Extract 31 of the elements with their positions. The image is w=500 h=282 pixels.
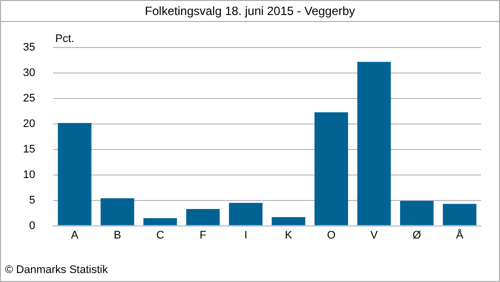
x-tick-label: V (370, 229, 378, 242)
x-tick-label: Ø (412, 229, 422, 242)
bar (186, 209, 220, 226)
x-tick-label: C (156, 229, 164, 242)
bar (400, 200, 434, 226)
y-tick-label: 5 (29, 194, 36, 206)
bar (143, 218, 177, 226)
x-tick-label: B (114, 229, 122, 242)
y-tick-label: 20 (22, 118, 36, 130)
y-tick-label: 10 (22, 168, 36, 181)
bar (228, 202, 262, 226)
bar (58, 122, 92, 226)
y-tick-label: 35 (22, 42, 36, 54)
x-tick-label: I (244, 229, 248, 242)
bar (314, 112, 348, 226)
bar (357, 62, 391, 226)
chart-title: Folketingsvalg 18. juni 2015 - Veggerby (1, 1, 499, 22)
y-tick-label: 15 (22, 143, 36, 156)
x-tick-label: Å (456, 228, 464, 242)
x-tick-label: K (284, 229, 293, 242)
text: © Danmarks Statistik (5, 264, 108, 276)
y-tick-label: 0 (29, 220, 36, 232)
bar (100, 198, 134, 226)
y-tick-label: 25 (22, 92, 36, 105)
bar (272, 217, 306, 226)
x-tick-label: F (200, 229, 207, 242)
y-tick-label: 30 (22, 67, 36, 80)
x-tick-label: A (70, 229, 79, 242)
bar (442, 204, 476, 226)
x-tick-label: O (327, 229, 336, 242)
y-axis-title: Pct. (55, 33, 74, 46)
